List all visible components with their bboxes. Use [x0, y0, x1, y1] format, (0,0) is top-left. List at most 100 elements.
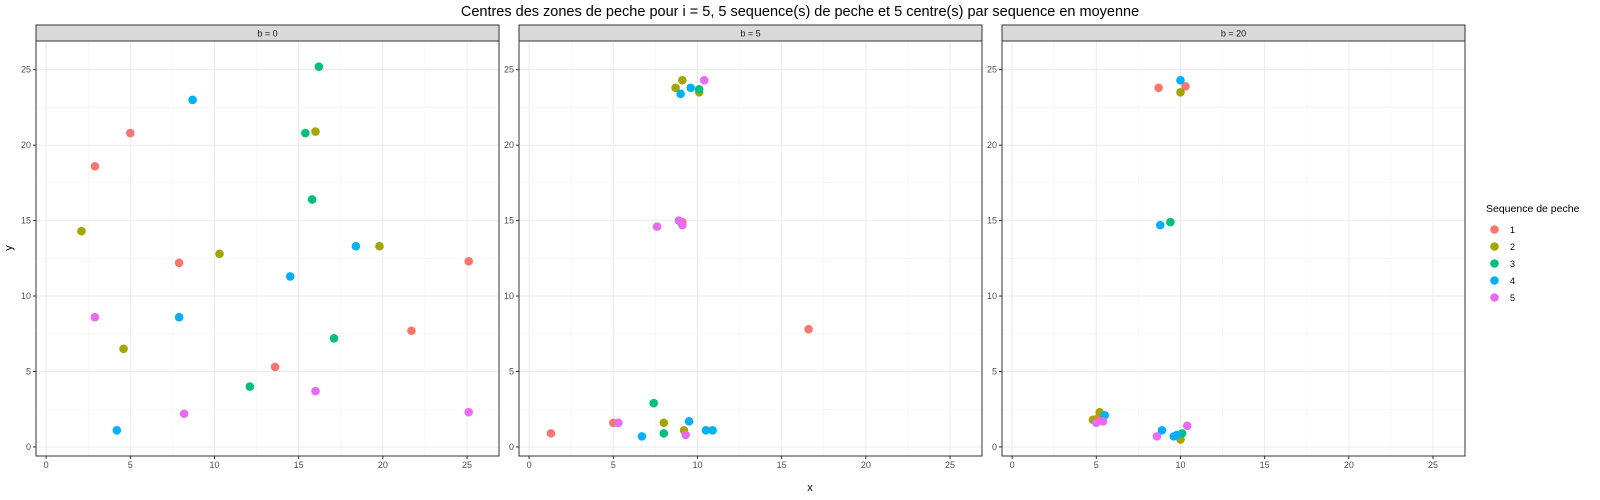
data-point-seq-2 — [671, 83, 680, 93]
panel-b0: b = 0 0 5 10 15 20 25 0 5 10 15 20 25 — [21, 24, 500, 470]
data-point-seq-3 — [659, 429, 669, 438]
y-tick-label: 5 — [509, 366, 514, 376]
data-point-seq-4 — [285, 272, 295, 281]
gridlines — [519, 41, 982, 456]
panel-background — [519, 41, 982, 456]
y-tick-label: 10 — [987, 291, 997, 301]
y-tick-label: 20 — [21, 140, 31, 150]
data-point-seq-4 — [708, 426, 717, 435]
legend-marker — [1490, 225, 1499, 234]
data-point-seq-1 — [407, 326, 416, 336]
data-point-seq-1 — [1154, 83, 1163, 93]
data-point-seq-3 — [329, 333, 339, 343]
x-axis-title: x — [807, 482, 813, 494]
data-point-seq-5 — [1182, 421, 1192, 431]
x-tick-label: 25 — [462, 460, 472, 470]
legend-marker — [1490, 293, 1499, 302]
data-point-seq-4 — [1176, 75, 1185, 85]
data-point-seq-4 — [1157, 426, 1167, 435]
data-point-seq-4 — [188, 95, 197, 105]
data-point-seq-3 — [307, 195, 317, 204]
y-tick-label: 25 — [987, 65, 997, 75]
data-point-seq-4 — [1155, 220, 1165, 230]
x-tick-label: 10 — [1175, 460, 1185, 470]
x-tick-label: 0 — [527, 460, 532, 470]
data-point-seq-5 — [652, 222, 662, 231]
legend-marker — [1490, 259, 1499, 268]
x-tick-label: 15 — [294, 460, 304, 470]
data-point-seq-1 — [804, 324, 813, 334]
legend-label: 3 — [1510, 259, 1515, 269]
data-point-seq-1 — [464, 257, 473, 266]
legend-items: 1 2 3 4 5 — [1486, 221, 1515, 306]
gridlines — [1002, 41, 1465, 456]
x-tick-label: 10 — [209, 460, 219, 470]
panel-border — [518, 40, 983, 457]
data-point-seq-3 — [314, 62, 324, 71]
facet-strip-label: b = 20 — [1221, 29, 1246, 39]
data-point-seq-4 — [637, 432, 647, 441]
data-point-seq-2 — [1176, 88, 1185, 97]
facet-strip-label: b = 0 — [257, 29, 277, 39]
y-tick-label: 20 — [987, 140, 997, 150]
x-tick-label: 10 — [692, 460, 702, 470]
facet-strip-label: b = 5 — [740, 29, 760, 39]
panel-border — [35, 40, 500, 457]
data-point-seq-2 — [215, 249, 224, 259]
y-tick-label: 5 — [992, 366, 997, 376]
y-axis-title: y — [3, 245, 15, 251]
x-tick-label: 5 — [128, 460, 133, 470]
data-point-seq-2 — [659, 418, 669, 428]
data-points — [77, 62, 473, 435]
data-point-seq-2 — [375, 241, 384, 251]
data-point-seq-1 — [270, 362, 280, 372]
data-point-seq-1 — [90, 161, 100, 171]
facet-panels: b = 0 0 5 10 15 20 25 0 5 10 15 20 25 b = 5 0 5 10 15 20 25… — [21, 24, 1466, 470]
x-tick-label: 15 — [1260, 460, 1270, 470]
x-tick-label: 20 — [861, 460, 871, 470]
data-point-seq-2 — [311, 127, 320, 136]
x-tick-label: 0 — [44, 460, 49, 470]
panel-background — [36, 41, 499, 456]
data-point-seq-5 — [464, 407, 473, 417]
data-point-seq-2 — [77, 226, 86, 236]
x-tick-label: 5 — [611, 460, 616, 470]
data-point-seq-5 — [1098, 416, 1108, 426]
data-point-seq-5 — [311, 386, 320, 396]
data-point-seq-5 — [699, 75, 709, 85]
y-tick-label: 25 — [504, 65, 514, 75]
legend-title: Sequence de peche — [1486, 203, 1580, 215]
y-tick-label: 5 — [26, 366, 31, 376]
x-tick-label: 20 — [378, 460, 388, 470]
data-point-seq-1 — [125, 128, 135, 138]
data-point-seq-4 — [112, 426, 122, 435]
data-point-seq-5 — [614, 418, 623, 428]
y-tick-label: 15 — [21, 216, 31, 226]
x-tick-label: 20 — [1344, 460, 1354, 470]
data-point-seq-4 — [684, 416, 694, 426]
data-points — [1088, 75, 1192, 444]
data-point-seq-3 — [694, 84, 704, 94]
data-point-seq-5 — [90, 312, 100, 322]
legend-label: 5 — [1510, 293, 1515, 303]
data-point-seq-3 — [301, 128, 310, 138]
data-point-seq-5 — [1152, 432, 1162, 441]
x-tick-label: 25 — [1428, 460, 1438, 470]
panel-background — [1002, 41, 1465, 456]
legend-label: 2 — [1510, 242, 1515, 252]
y-tick-label: 0 — [509, 442, 514, 452]
chart-title: Centres des zones de peche pour i = 5, 5… — [461, 4, 1139, 20]
data-point-seq-5 — [678, 220, 687, 230]
data-point-seq-2 — [678, 75, 687, 85]
panel-border — [1001, 40, 1466, 457]
x-tick-label: 15 — [777, 460, 787, 470]
data-point-seq-1 — [174, 258, 184, 268]
y-tick-label: 0 — [992, 442, 997, 452]
legend-marker — [1490, 242, 1499, 251]
data-point-seq-4 — [351, 241, 361, 251]
data-point-seq-4 — [686, 83, 696, 93]
data-point-seq-3 — [649, 398, 658, 408]
x-tick-label: 25 — [945, 460, 955, 470]
x-tick-label: 5 — [1094, 460, 1099, 470]
